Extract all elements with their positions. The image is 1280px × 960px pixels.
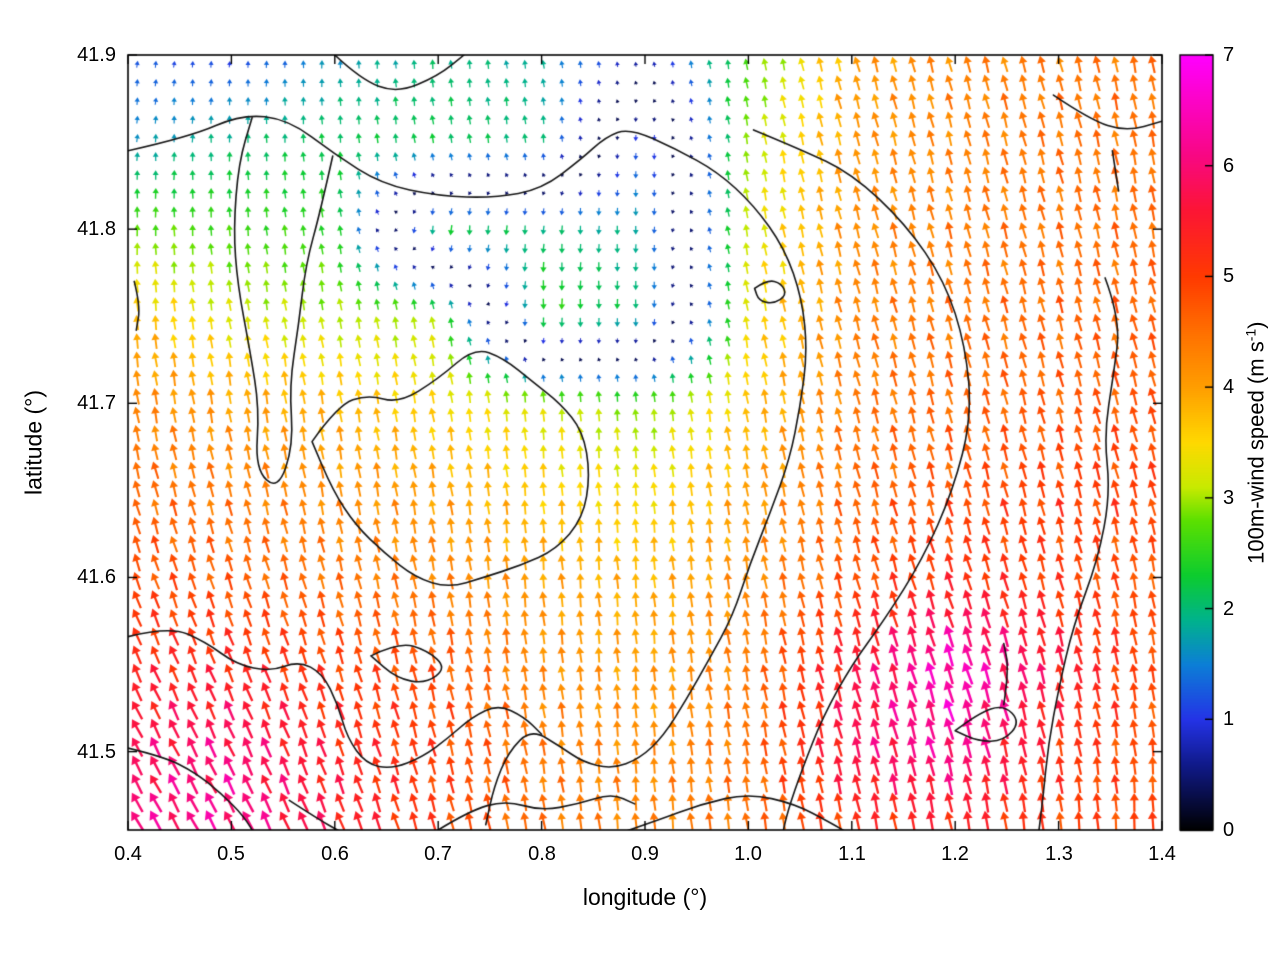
x-tick-label: 0.6 [321,843,349,865]
colorbar-tick-label: 4 [1223,376,1235,398]
x-tick-label: 1.0 [734,843,762,865]
colorbar-tick-label: 1 [1223,708,1235,730]
colorbar-tick-label: 6 [1223,155,1235,177]
y-axis-title: latitude (°) [20,389,47,496]
colorbar-title-suffix: ) [1243,321,1269,329]
x-tick-label: 0.8 [528,843,556,865]
y-tick-label: 41.6 [77,566,116,588]
colorbar-tick-label: 3 [1223,487,1235,509]
colorbar-title: 100m-wind speed (m s-1) [1242,293,1269,593]
y-tick-label: 41.8 [77,218,116,240]
colorbar-tick-label: 7 [1223,44,1235,66]
y-tick-label: 41.5 [77,741,116,763]
colorbar-tick-label: 0 [1223,819,1235,841]
colorbar-title-superscript: -1 [1242,328,1259,342]
x-tick-label: 1.4 [1148,843,1176,865]
x-tick-label: 0.5 [217,843,245,865]
colorbar-tick-label: 5 [1223,265,1235,287]
x-tick-label: 1.2 [941,843,969,865]
x-axis-title: longitude (°) [582,884,708,910]
x-tick-label: 0.4 [114,843,142,865]
x-tick-label: 1.1 [838,843,866,865]
colorbar-tick-label: 2 [1223,598,1235,620]
x-tick-label: 1.3 [1045,843,1073,865]
x-tick-label: 0.9 [631,843,659,865]
y-tick-label: 41.9 [77,44,116,66]
x-tick-label: 0.7 [424,843,452,865]
y-tick-label: 41.7 [77,392,116,414]
